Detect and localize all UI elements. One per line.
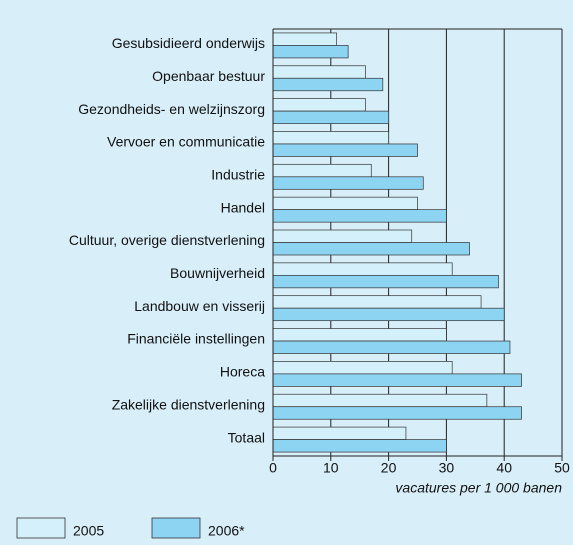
legend-label: 2005 bbox=[73, 523, 104, 539]
bar bbox=[272, 262, 453, 276]
y-tick-label: Financiële instellingen bbox=[127, 331, 265, 347]
bar bbox=[272, 77, 384, 92]
bar bbox=[272, 32, 337, 46]
x-tick-label: 20 bbox=[381, 460, 397, 476]
x-axis-label: vacatures per 1 000 banen bbox=[395, 480, 562, 496]
x-tick-label: 40 bbox=[496, 460, 512, 476]
bar bbox=[272, 45, 349, 59]
x-tick-label: 10 bbox=[323, 460, 339, 476]
y-tick-label: Gezondheids- en welzijnszorg bbox=[78, 101, 265, 117]
bar bbox=[272, 340, 511, 354]
y-tick-label: Zakelijke dienstverlening bbox=[112, 396, 265, 412]
legend-swatch bbox=[151, 517, 201, 539]
bar bbox=[272, 242, 470, 256]
legend-swatch bbox=[16, 517, 66, 539]
y-tick-label: Handel bbox=[221, 199, 265, 215]
bar bbox=[272, 439, 447, 453]
bar bbox=[272, 196, 418, 211]
bar bbox=[272, 328, 447, 342]
bar bbox=[272, 307, 505, 322]
bar bbox=[272, 295, 482, 309]
bar bbox=[272, 143, 418, 157]
bar bbox=[272, 229, 413, 243]
y-tick-label: Totaal bbox=[228, 429, 265, 445]
x-tick-label: 0 bbox=[269, 460, 277, 476]
bar bbox=[272, 426, 407, 440]
y-tick-label: Industrie bbox=[211, 167, 265, 183]
bar bbox=[272, 393, 488, 408]
bar bbox=[272, 274, 499, 289]
bar bbox=[272, 209, 447, 223]
y-tick-label: Vervoer en communicatie bbox=[107, 134, 265, 150]
y-tick-label: Cultuur, overige dienstverlening bbox=[69, 232, 265, 248]
x-tick-label: 30 bbox=[439, 460, 455, 476]
y-tick-label: Bouwnijverheid bbox=[170, 265, 265, 281]
y-tick-label: Horeca bbox=[220, 364, 265, 380]
bar bbox=[272, 65, 366, 79]
bar bbox=[272, 176, 424, 190]
bar bbox=[272, 406, 522, 420]
bar bbox=[272, 98, 366, 112]
bar bbox=[272, 131, 389, 145]
bar bbox=[272, 361, 453, 375]
bar bbox=[272, 110, 389, 124]
legend-label: 2006* bbox=[208, 523, 245, 539]
bar bbox=[272, 163, 372, 178]
y-tick-label: Landbouw en visserij bbox=[134, 298, 265, 314]
y-tick-label: Openbaar bestuur bbox=[152, 68, 265, 84]
y-tick-label: Gesubsidieerd onderwijs bbox=[112, 35, 265, 51]
bar bbox=[272, 373, 522, 387]
x-tick-label: 50 bbox=[554, 460, 570, 476]
